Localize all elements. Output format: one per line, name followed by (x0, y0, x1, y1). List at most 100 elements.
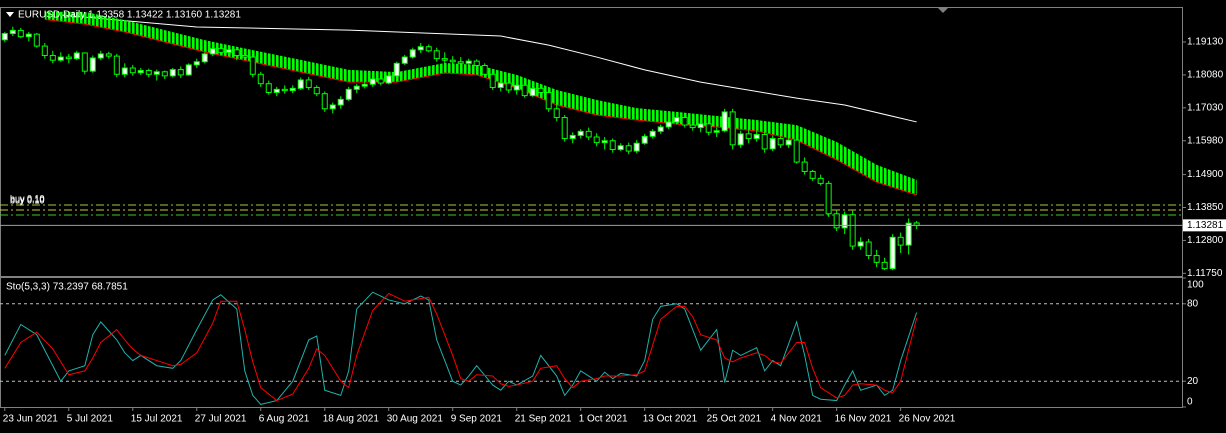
candle-body (241, 54, 248, 58)
x-tick-label: 30 Aug 2021 (387, 414, 444, 425)
candle-body (177, 69, 184, 76)
candle-body (889, 236, 896, 270)
candle-body (833, 213, 840, 229)
candle-body (721, 111, 728, 132)
candle-body (33, 33, 40, 47)
sub-frame (0, 277, 1183, 408)
candle-body (129, 67, 136, 74)
x-tick-label: 4 Nov 2021 (771, 414, 823, 425)
candle-body (785, 139, 792, 146)
candle-body (665, 121, 672, 128)
candle-body (393, 62, 400, 77)
candle-body (769, 138, 776, 150)
candle-body (561, 117, 568, 140)
candle-body (729, 111, 736, 146)
moving-average (60, 14, 917, 123)
shift-marker[interactable] (938, 8, 948, 13)
candle-body (249, 56, 256, 75)
candle-body (49, 54, 56, 61)
candle-body (345, 88, 352, 100)
candle-body (553, 108, 560, 119)
ma-band (44, 11, 917, 195)
x-tick-label: 15 Jul 2021 (131, 414, 183, 425)
candle-body (537, 87, 544, 93)
indicator-header: Sto(5,3,3) 73.2397 68.7851 (6, 282, 128, 293)
candle-body (897, 236, 904, 246)
candle-body (25, 33, 32, 38)
x-tick-label: 16 Nov 2021 (835, 414, 892, 425)
candle-body (89, 57, 96, 72)
candle-body (817, 177, 824, 184)
candle-body (737, 133, 744, 146)
candle-body (473, 60, 480, 67)
candle-body (481, 65, 488, 75)
candle-body (193, 61, 200, 66)
y-tick-label: 1.17030 (1187, 102, 1224, 113)
candle-body (809, 170, 816, 179)
candle-body (545, 91, 552, 110)
candle-body (505, 82, 512, 91)
y-tick-label: 1.12800 (1187, 235, 1224, 246)
candle-body (601, 140, 608, 144)
x-tick-label: 9 Sep 2021 (451, 414, 503, 425)
candle-body (369, 78, 376, 85)
candle-body (753, 133, 760, 140)
candle-body (713, 130, 720, 133)
x-tick-label: 5 Jul 2021 (67, 414, 114, 425)
candle-body (417, 46, 424, 51)
candle-body (17, 29, 24, 38)
candle-body (593, 136, 600, 144)
candle-body (209, 48, 216, 55)
candle-body (257, 73, 264, 85)
candle-body (225, 49, 232, 53)
candle-body (113, 55, 120, 75)
x-tick-label: 27 Jul 2021 (195, 414, 247, 425)
candle-body (145, 70, 152, 75)
candle-body (569, 134, 576, 140)
candle-body (857, 241, 864, 247)
x-tick-label: 23 Jun 2021 (3, 414, 58, 425)
y-tick-label: 1.14900 (1187, 169, 1224, 180)
candle-body (793, 139, 800, 163)
candle-body (409, 49, 416, 58)
candle-body (385, 75, 392, 84)
x-tick-label: 1 Oct 2021 (579, 414, 628, 425)
x-tick-label: 6 Aug 2021 (259, 414, 310, 425)
candle-body (513, 84, 520, 91)
oscillator-line (4, 291, 918, 405)
candle-body (849, 214, 856, 247)
candle-body (9, 29, 16, 35)
candle-body (673, 117, 680, 123)
candle-body (305, 79, 312, 88)
y-tick-label: 20 (1187, 376, 1199, 387)
current-price-label: 1.13281 (1187, 220, 1224, 231)
candle-body (577, 130, 584, 136)
candle-body (161, 71, 168, 77)
candle-body (609, 140, 616, 151)
candle-body (881, 261, 888, 270)
candle-body (433, 50, 440, 60)
candle-body (465, 60, 472, 64)
candle-body (73, 52, 80, 60)
y-tick-label: 1.13850 (1187, 202, 1224, 213)
y-tick-label: 100 (1187, 280, 1204, 291)
candle-body (57, 56, 64, 61)
candle-body (497, 82, 504, 88)
candle-body (425, 46, 432, 52)
candle-body (689, 124, 696, 129)
trade-level-label: buy 0.10 (10, 194, 45, 204)
candle-body (65, 56, 72, 60)
x-tick-label: 25 Oct 2021 (707, 414, 762, 425)
candle-body (337, 98, 344, 106)
stochastic-panel (0, 291, 1183, 405)
symbol-header: EURUSD,Daily 1.13358 1.13422 1.13160 1.1… (18, 10, 241, 21)
y-tick-label: 1.11750 (1187, 268, 1223, 279)
x-tick-label: 13 Oct 2021 (643, 414, 698, 425)
candle-body (265, 83, 272, 93)
oscillator-line (4, 292, 918, 402)
candle-body (217, 48, 224, 53)
y-tick-label: 1.19130 (1187, 37, 1224, 48)
candle-body (633, 142, 640, 152)
collapse-arrow[interactable] (6, 12, 14, 17)
candle-body (873, 254, 880, 263)
